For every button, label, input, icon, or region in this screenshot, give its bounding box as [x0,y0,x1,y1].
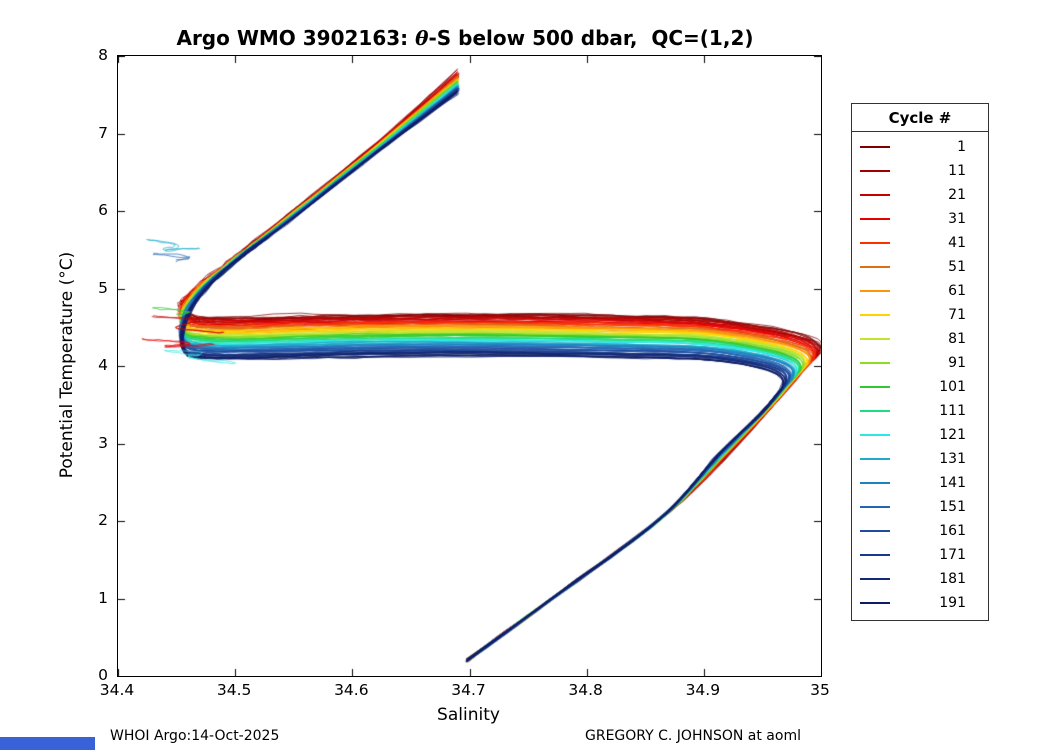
y-tick-label: 3 [98,433,108,452]
legend-entry: 51 [852,255,988,279]
legend-line-sample [860,362,890,364]
y-tick-label: 2 [98,511,108,529]
legend-label: 171 [939,547,966,563]
legend-entry: 111 [852,399,988,423]
y-tick-label: 8 [98,46,108,64]
legend-entry: 81 [852,327,988,351]
legend-entry: 141 [852,471,988,495]
legend-line-sample [860,266,890,268]
legend: Cycle # 1 11 21 31 41 51 61 71 81 91 101 111 121 131 1… [851,103,989,621]
y-tick-label: 4 [98,356,108,374]
legend-entry: 131 [852,447,988,471]
legend-line-sample [860,314,890,316]
legend-line-sample [860,578,890,580]
legend-entry: 191 [852,591,988,615]
legend-line-sample [860,602,890,604]
legend-line-sample [860,218,890,220]
legend-entry: 101 [852,375,988,399]
x-tick-label: 35 [810,681,830,699]
y-tick-label: 5 [98,278,108,297]
legend-entry: 171 [852,543,988,567]
x-tick-label: 34.4 [99,681,135,699]
legend-line-sample [860,290,890,292]
legend-title: Cycle # [852,104,988,132]
y-tick-label: 0 [98,666,108,684]
legend-entry: 31 [852,207,988,231]
legend-line-sample [860,410,890,412]
legend-line-sample [860,530,890,532]
title-suffix: -S below 500 dbar, QC=(1,2) [428,26,754,50]
legend-entry: 151 [852,495,988,519]
legend-entry: 161 [852,519,988,543]
plot-area [117,55,822,677]
theta-symbol: θ [415,26,429,50]
attribution-left: WHOI Argo:14-Oct-2025 [110,728,280,744]
legend-label: 51 [948,259,966,275]
x-tick-label: 34.8 [568,681,603,699]
y-tick-label: 6 [98,201,108,219]
legend-entry: 11 [852,159,988,183]
legend-line-sample [860,194,890,196]
legend-label: 31 [948,211,966,227]
attribution-right: GREGORY C. JOHNSON at aoml [585,728,801,744]
legend-line-sample [860,482,890,484]
legend-entry: 61 [852,279,988,303]
legend-label: 81 [948,331,966,347]
legend-line-sample [860,434,890,436]
legend-label: 131 [939,451,966,467]
legend-label: 121 [939,427,966,443]
legend-entry: 21 [852,183,988,207]
legend-label: 11 [948,163,966,179]
legend-label: 191 [939,595,966,611]
y-tick-label: 1 [98,588,108,607]
legend-label: 91 [948,355,966,371]
legend-label: 21 [948,187,966,203]
legend-rows: 1 11 21 31 41 51 61 71 81 91 101 111 121 131 141 151 161… [852,135,988,615]
x-tick-label: 34.7 [451,681,486,699]
x-axis-label: Salinity [437,705,500,725]
legend-line-sample [860,170,890,172]
legend-label: 101 [939,379,966,395]
legend-line-sample [860,386,890,388]
y-tick-label: 7 [98,123,108,142]
legend-line-sample [860,146,890,148]
legend-label: 71 [948,307,966,323]
legend-entry: 121 [852,423,988,447]
legend-line-sample [860,338,890,340]
legend-label: 181 [939,571,966,587]
legend-label: 61 [948,283,966,299]
legend-line-sample [860,506,890,508]
legend-label: 1 [957,139,966,155]
theta-s-curves-canvas [118,56,821,676]
x-tick-label: 34.5 [216,681,252,699]
legend-label: 111 [939,403,966,419]
legend-label: 151 [939,499,966,515]
legend-entry: 41 [852,231,988,255]
x-tick-label: 34.6 [334,681,369,699]
legend-entry: 1 [852,135,988,159]
legend-entry: 71 [852,303,988,327]
legend-label: 141 [939,475,966,491]
legend-line-sample [860,554,890,556]
legend-entry: 181 [852,567,988,591]
legend-line-sample [860,242,890,244]
title-prefix: Argo WMO 3902163: [176,26,416,50]
legend-label: 161 [939,523,966,539]
legend-line-sample [860,458,890,460]
plot-title: Argo WMO 3902163: θ-S below 500 dbar, QC… [100,26,830,50]
corner-marker [0,737,95,750]
x-tick-label: 34.9 [685,681,721,699]
legend-label: 41 [948,235,966,251]
legend-entry: 91 [852,351,988,375]
